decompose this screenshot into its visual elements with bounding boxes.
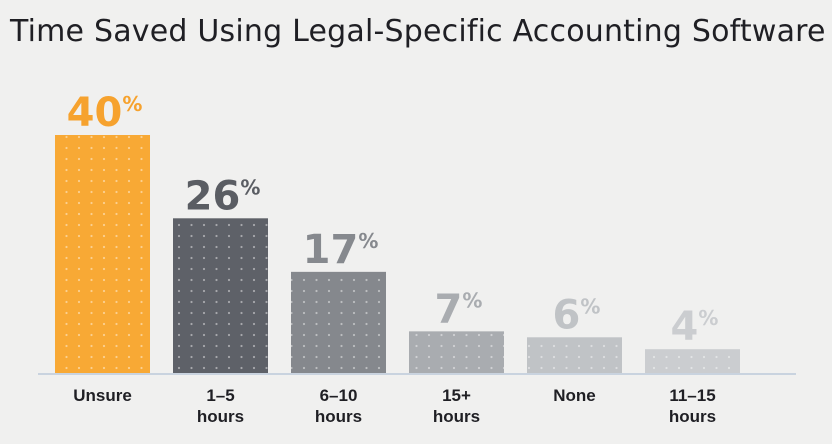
value-label-1-5-hours: 26% — [185, 173, 261, 219]
value-label-unsure: 40% — [67, 90, 143, 136]
category-label-unsure: Unsure — [73, 386, 132, 405]
category-label-1-5-hours: 1–5 hours — [197, 386, 244, 426]
category-label-11-15-hours: 11–15 hours — [669, 386, 716, 426]
bar-texture-11-15-hours — [645, 349, 740, 373]
value-label-15-hours: 7% — [435, 286, 483, 332]
bar-texture-15-hours — [409, 331, 504, 373]
value-label-6-10-hours: 17% — [303, 227, 379, 273]
chart-title: Time Saved Using Legal-Specific Accounti… — [10, 14, 826, 49]
value-label-11-15-hours: 4% — [671, 304, 719, 350]
bar-texture-unsure — [55, 135, 150, 373]
category-label-6-10-hours: 6–10 hours — [315, 386, 362, 426]
bar-texture-1-5-hours — [173, 218, 268, 373]
bar-texture-none — [527, 337, 622, 373]
bar-texture-6-10-hours — [291, 271, 386, 373]
category-label-15-hours: 15+ hours — [433, 386, 480, 426]
category-label-none: None — [553, 386, 596, 405]
value-label-none: 6% — [553, 292, 601, 338]
